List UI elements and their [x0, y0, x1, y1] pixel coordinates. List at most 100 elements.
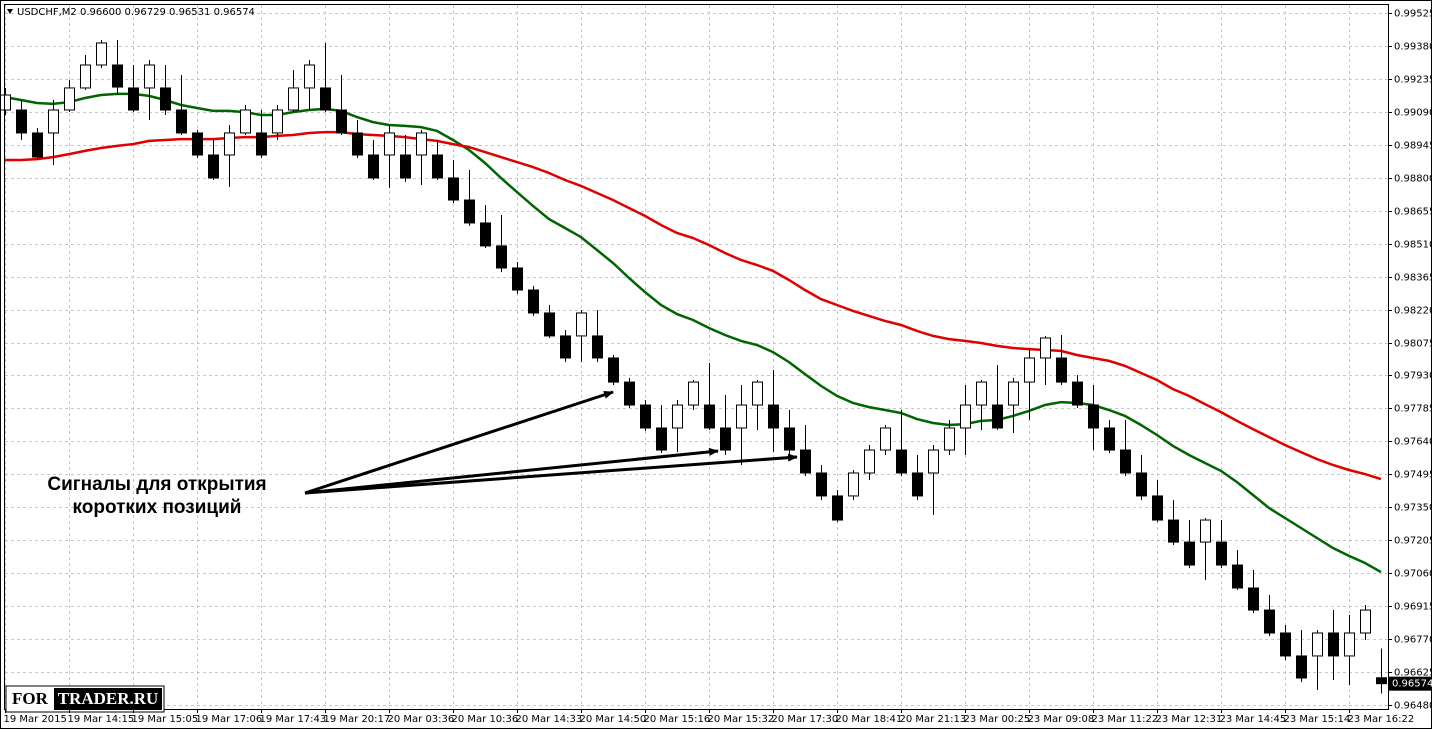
y-tick-label: 0.99090 [1394, 108, 1432, 119]
candle-body [816, 472, 827, 497]
candle-body [672, 404, 683, 429]
y-tick-label: 0.98800 [1394, 174, 1432, 185]
x-tick-label: 23 Mar 12:31 [1156, 714, 1223, 725]
candle-body [368, 154, 379, 179]
candle-body [240, 109, 251, 134]
candle-body [688, 381, 699, 406]
candle-body [768, 404, 779, 429]
candle-body [912, 472, 923, 497]
candle-body [1280, 632, 1291, 657]
y-tick-label: 0.97785 [1394, 404, 1432, 415]
x-tick-label: 19 Mar 15:05 [132, 714, 199, 725]
y-tick-label: 0.96770 [1394, 635, 1432, 646]
x-tick-label: 20 Mar 15:32 [708, 714, 775, 725]
candle-body [1248, 587, 1259, 611]
candle-body [528, 289, 539, 314]
annotation: Сигналы для открытия [47, 474, 266, 495]
grid-layer [5, 5, 1388, 708]
x-tick-label: 19 Mar 17:43 [260, 714, 327, 725]
candle-body [496, 245, 507, 269]
x-tick-label: 19 Mar 17:06 [196, 714, 263, 725]
candle-body [320, 87, 331, 111]
watermark-dark [54, 688, 162, 710]
x-tick-label: 20 Mar 15:16 [644, 714, 711, 725]
candle-body [992, 404, 1003, 429]
x-tick-label: 23 Mar 00:25 [964, 714, 1031, 725]
y-tick-label: 0.97495 [1394, 470, 1432, 481]
y-tick-label: 0.98945 [1394, 141, 1432, 152]
candle-body [0, 94, 11, 111]
candle-body [880, 427, 891, 451]
candle-body [224, 132, 235, 156]
candle-body [304, 64, 315, 89]
candle-body [32, 132, 43, 158]
y-tick-label: 0.99380 [1394, 42, 1432, 53]
candle-body [1328, 632, 1339, 657]
candle-body [448, 177, 459, 201]
candle-body [192, 132, 203, 156]
price-label: 0.96574 [1392, 679, 1432, 690]
candle-body [432, 154, 443, 179]
x-tick-label: 19 Mar 20:17 [324, 714, 391, 725]
x-tick-label: 23 Mar 15:14 [1284, 714, 1351, 725]
candle-body [1104, 427, 1115, 451]
candle-body [608, 357, 619, 383]
candle-body [48, 109, 59, 134]
candle-body [944, 427, 955, 451]
candle-body [176, 109, 187, 134]
x-tick-label: 20 Mar 21:13 [900, 714, 967, 725]
candle-body [864, 449, 875, 474]
y-tick-label: 0.97640 [1394, 437, 1432, 448]
x-tick-label: 20 Mar 10:36 [452, 714, 519, 725]
candle-body [976, 381, 987, 406]
y-tick-label: 0.97060 [1394, 569, 1432, 580]
watermark-text: TRADER.RU [58, 689, 159, 708]
candle-body [1216, 541, 1227, 566]
title-marker [7, 9, 13, 14]
candle-body [592, 335, 603, 359]
y-tick-label: 0.99525 [1394, 9, 1432, 20]
candle-body [16, 109, 27, 134]
candle-body [784, 427, 795, 451]
candle-body [1120, 449, 1131, 474]
chart-title: USDCHF,M2 0.96600 0.96729 0.96531 0.9657… [17, 7, 255, 18]
arrow [304, 447, 719, 495]
candle-body [464, 199, 475, 224]
y-tick-label: 0.98365 [1394, 273, 1432, 284]
candle-body [1168, 519, 1179, 543]
y-tick-label: 0.96480 [1394, 701, 1432, 712]
candle-body [848, 472, 859, 497]
candle-body [1184, 541, 1195, 566]
y-tick-label: 0.97930 [1394, 371, 1432, 382]
arrow [304, 390, 614, 495]
candle-body [1296, 655, 1307, 679]
candle-body [832, 495, 843, 521]
x-tick-label: 20 Mar 14:33 [516, 714, 583, 725]
candle-body [272, 109, 283, 134]
candle-body [1040, 337, 1051, 359]
candle-body [128, 87, 139, 111]
candle-body [512, 267, 523, 291]
candle-body [208, 154, 219, 179]
candle-body [624, 381, 635, 406]
x-tick-label: 20 Mar 14:50 [580, 714, 647, 725]
moving-average [4, 92, 1382, 574]
arrow [304, 453, 798, 495]
candle-body [352, 132, 363, 156]
y-tick-label: 0.99235 [1394, 75, 1432, 86]
x-tick-label: 20 Mar 03:36 [388, 714, 455, 725]
candle-body [1360, 609, 1371, 634]
candle-body [544, 312, 555, 337]
candle-body [400, 154, 411, 179]
candle-body [1264, 609, 1275, 634]
plot-frame [4, 4, 1389, 710]
candle-body [1312, 632, 1323, 657]
candle-body [1056, 357, 1067, 383]
candle-body [1232, 564, 1243, 589]
x-tick-label: 23 Mar 11:22 [1092, 714, 1159, 725]
y-tick-label: 0.97205 [1394, 536, 1432, 547]
candle-body [1008, 381, 1019, 406]
